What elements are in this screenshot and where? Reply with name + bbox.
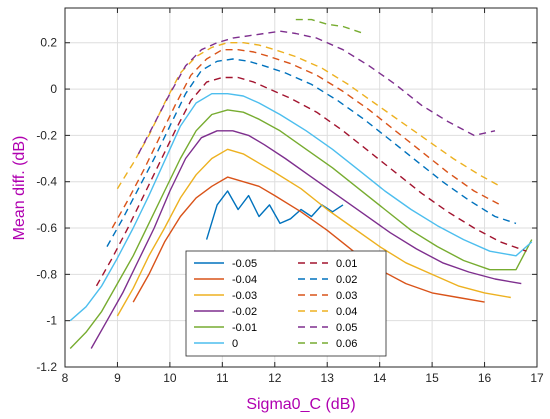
legend-label-7: 0.02: [336, 274, 357, 286]
y-tick-label: -0.6: [36, 221, 57, 235]
legend-label-6: 0.01: [336, 258, 357, 270]
legend-label-1: -0.04: [232, 274, 257, 286]
series-lines: [69, 18, 533, 349]
x-tick-label: 10: [163, 371, 177, 385]
legend-label-4: -0.01: [232, 322, 257, 334]
x-tick-label: 15: [425, 371, 439, 385]
x-tick-label: 12: [268, 371, 282, 385]
x-tick-label: 14: [373, 371, 387, 385]
axis-ticks: [64, 8, 538, 368]
series-line-0: [205, 190, 344, 240]
x-tick-label: 13: [321, 371, 335, 385]
series-line-6: [95, 76, 527, 287]
x-tick-label: 16: [478, 371, 492, 385]
legend-label-10: 0.05: [336, 322, 357, 334]
y-tick-labels: -1.2 -1 -0.8 -0.6 -0.4 -0.2 0 0.2: [36, 36, 57, 374]
legend-box: [185, 250, 387, 357]
y-tick-label: 0.2: [40, 36, 57, 50]
y-axis-title: Mean diff. (dB): [11, 136, 28, 241]
legend-label-9: 0.04: [336, 306, 357, 318]
series-line-8: [111, 49, 501, 229]
x-tick-label: 8: [62, 371, 69, 385]
legend-label-2: -0.03: [232, 290, 257, 302]
legend-label-0: -0.05: [232, 258, 257, 270]
y-tick-label: -0.8: [36, 267, 57, 281]
series-line-5: [69, 92, 533, 322]
series-line-10: [137, 30, 496, 155]
legend: -0.05 -0.04 -0.03 -0.02 -0.01 0 0.01 0.02 0.03 0.…: [185, 250, 387, 357]
x-tick-label: 9: [114, 371, 121, 385]
legend-label-3: -0.02: [232, 306, 257, 318]
series-line-4: [69, 109, 533, 349]
legend-label-5: 0: [232, 338, 238, 350]
plot-frame: [64, 7, 538, 368]
x-tick-label: 11: [216, 371, 229, 385]
y-tick-label: -1: [46, 314, 57, 328]
series-line-9: [116, 42, 501, 190]
series-line-2: [116, 148, 511, 317]
x-tick-labels: 8 9 10 11 12 13 14 15 16 17: [62, 371, 544, 385]
series-line-1: [132, 176, 485, 303]
series-line-7: [106, 58, 517, 247]
y-tick-label: 0: [50, 82, 57, 96]
x-axis-title: Sigma0_C (dB): [246, 396, 355, 413]
y-tick-label: -1.2: [36, 360, 57, 374]
y-tick-label: -0.2: [36, 128, 57, 142]
x-tick-label: 17: [530, 371, 544, 385]
legend-label-11: 0.06: [336, 338, 357, 350]
y-tick-label: -0.4: [36, 175, 57, 189]
series-line-3: [90, 130, 522, 349]
legend-label-8: 0.03: [336, 290, 357, 302]
